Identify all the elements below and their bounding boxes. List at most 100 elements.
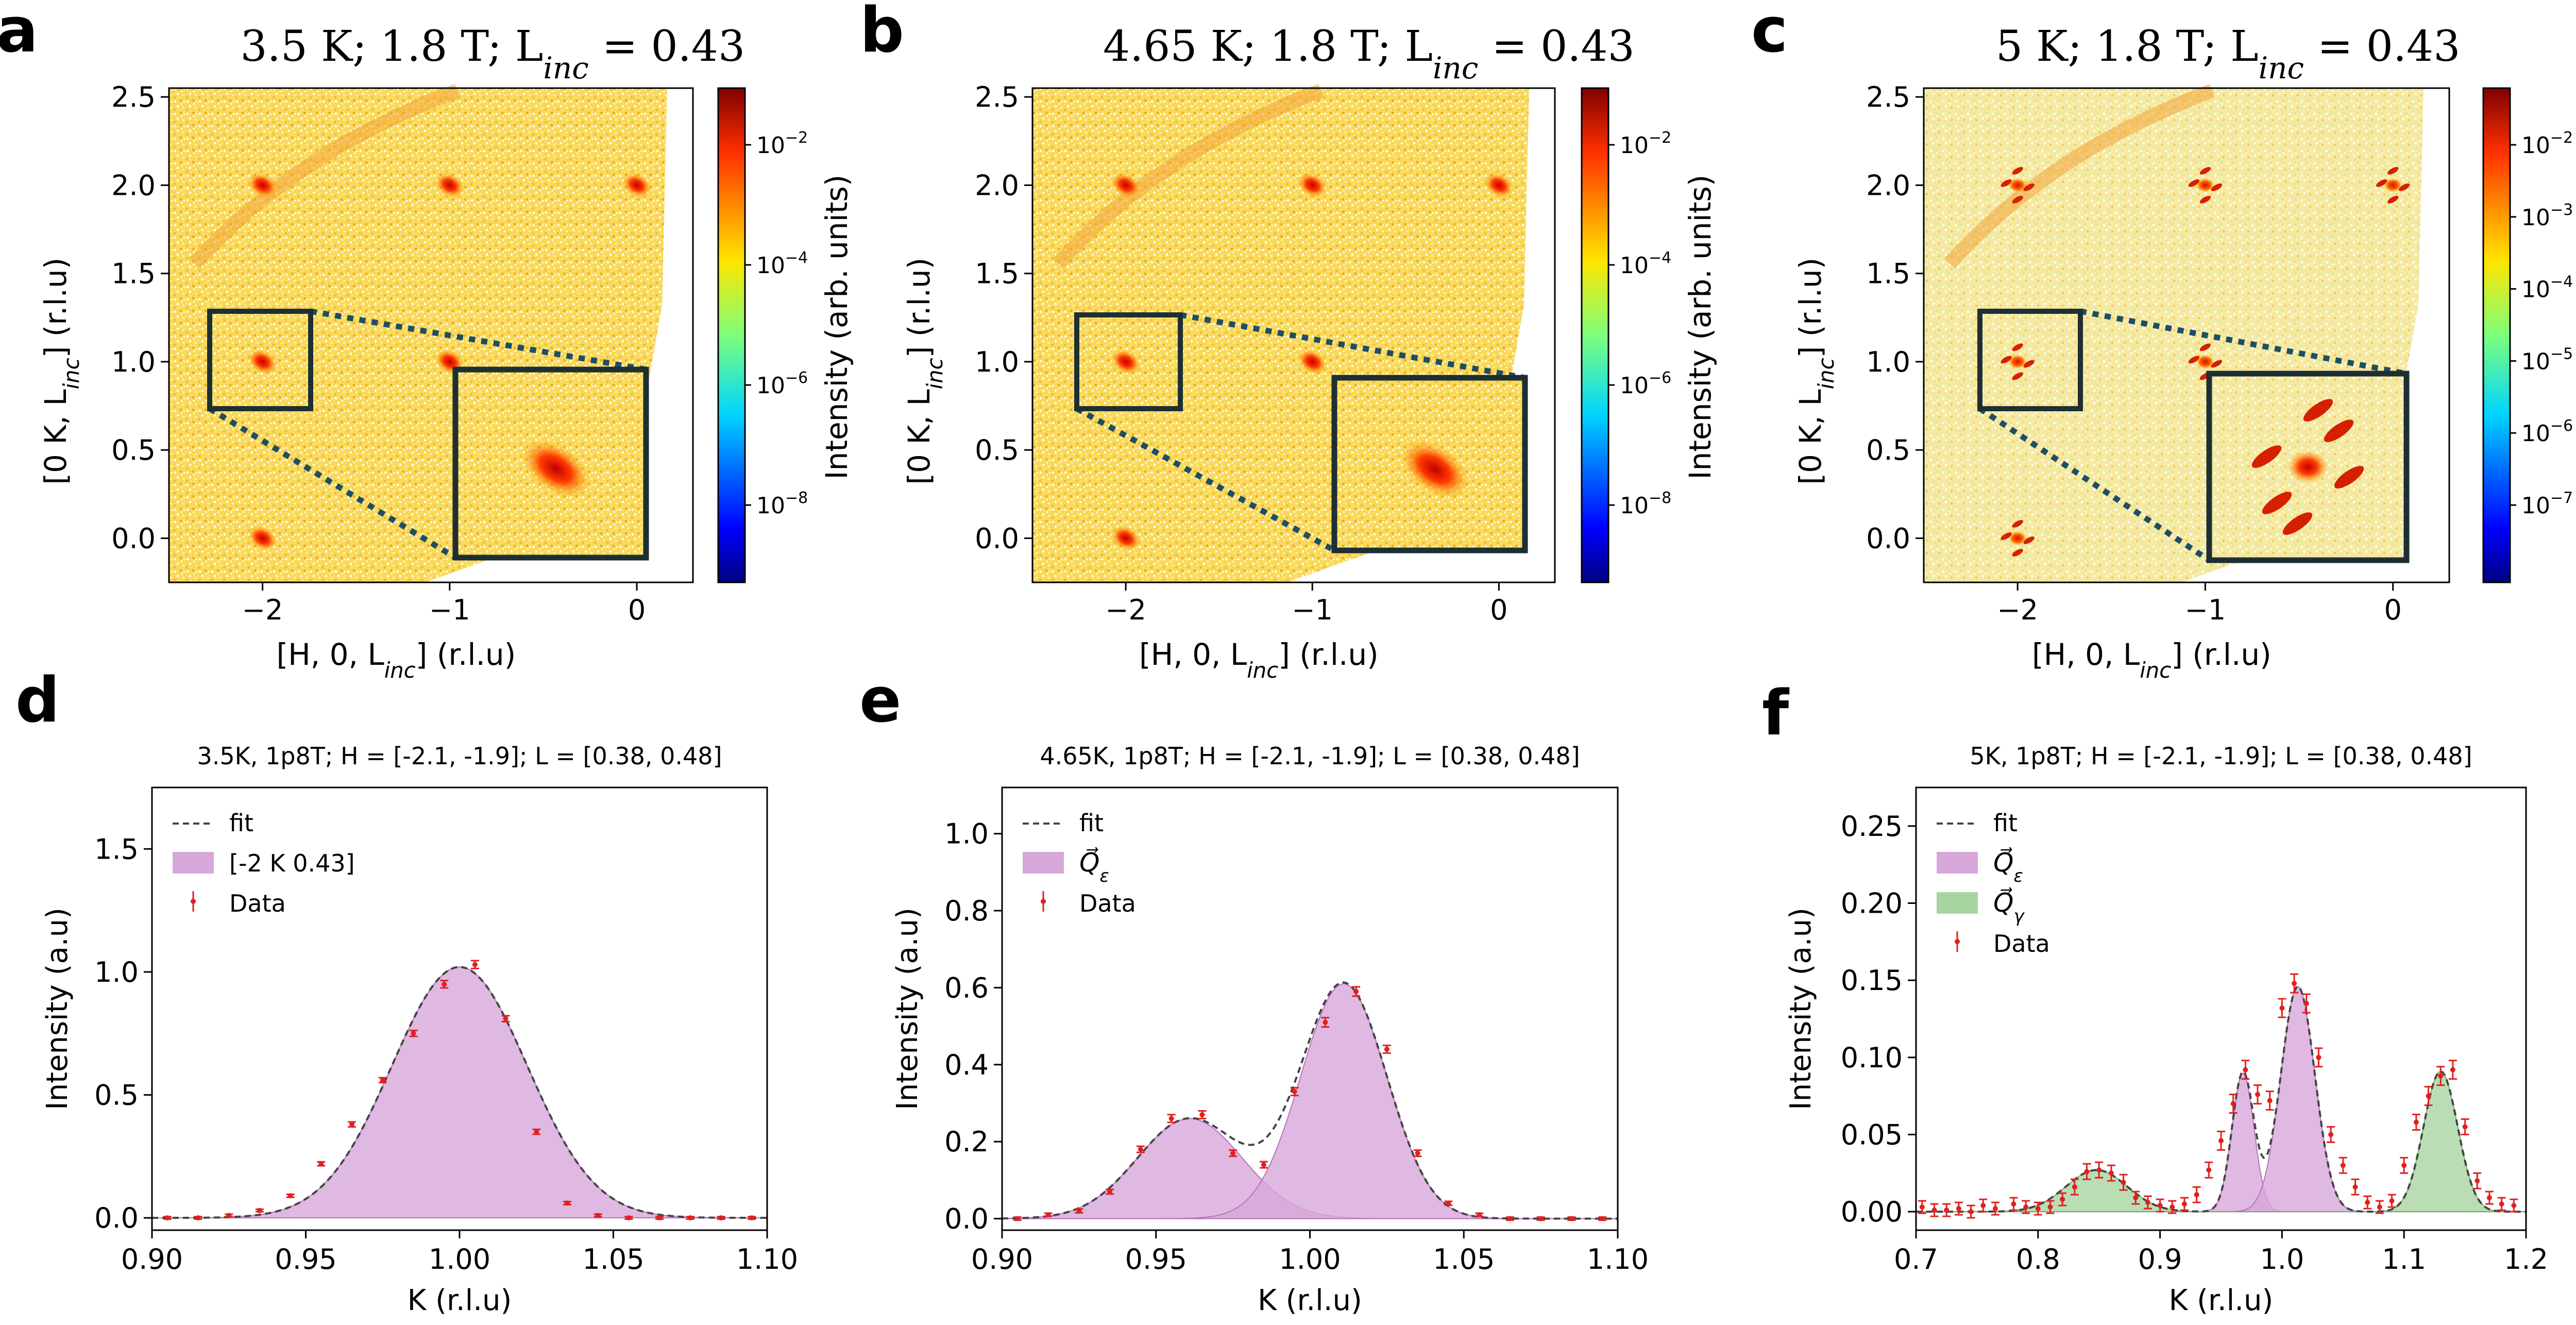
data-point [1919, 1204, 1925, 1210]
y-tick-label: 1.5 [1866, 258, 1910, 290]
bragg-peak [1111, 173, 1141, 198]
bragg-peak [1484, 173, 1514, 198]
colorbar-label: Intensity (arb. units) [819, 175, 854, 480]
legend-data-dot [1955, 939, 1960, 944]
data-point [2377, 1204, 2382, 1210]
legend-label: Q⃗ε [1079, 847, 1109, 886]
y-tick-label: 0.20 [1841, 887, 1903, 919]
satellite-peak [2012, 548, 2023, 557]
data-point [1992, 1206, 1998, 1212]
x-tick-label: 0.9 [2138, 1243, 2182, 1276]
data-point [1107, 1189, 1113, 1195]
colorbar-tick-label: 10−5 [2521, 345, 2573, 375]
y-tick-label: 1.0 [111, 346, 156, 378]
legend-swatch [1937, 852, 1978, 874]
panel-letter: b [860, 0, 904, 66]
x-tick-label: 0.95 [1125, 1243, 1187, 1276]
data-point [2352, 1184, 2358, 1190]
satellite-peak [2199, 343, 2211, 351]
satellite-peak [2012, 519, 2023, 528]
x-axis-label: K (r.l.u) [2169, 1284, 2274, 1317]
x-tick-label: 0 [628, 594, 646, 626]
y-tick-label: 0.5 [111, 434, 156, 466]
colorbar-tick-label: 10−4 [756, 249, 808, 279]
map-panel-b: −2 −1 0 0.0 0.5 1.0 1.5 2.0 2.5 [H, 0, Linc] (r.l… [860, 0, 1718, 683]
data-point [1600, 1216, 1605, 1221]
zoom-box [1977, 309, 2083, 411]
zoom-connector [2079, 308, 2408, 377]
y-tick-label: 2.0 [1866, 169, 1910, 202]
inset-satellite [2334, 466, 2364, 489]
colorbar [717, 87, 746, 583]
inset-frame [1331, 375, 1528, 554]
y-tick-label: 1.0 [975, 346, 1019, 378]
colorbar-tick-label: 10−6 [1620, 369, 1671, 399]
bragg-peak [248, 526, 277, 551]
zoom-connector [1978, 406, 2211, 563]
legend: fit [-2 K 0.43] Data [173, 809, 355, 917]
data-point [287, 1193, 293, 1199]
x-tick-label: 0 [2384, 594, 2402, 626]
data-point [2303, 1001, 2309, 1007]
y-tick-label: 0.5 [1866, 434, 1910, 466]
map-panel-c: −2 −1 0 0.0 0.5 1.0 1.5 2.0 2.5 [H, 0, Linc] (r.l… [1751, 0, 2573, 683]
y-tick-label: 0.0 [94, 1202, 139, 1234]
colorbar-tick-label: 10−4 [2521, 273, 2573, 303]
powder-ring [1944, 83, 2215, 269]
satellite-peak [2188, 179, 2200, 187]
data-point [2401, 1163, 2407, 1168]
zoom-box [207, 309, 313, 411]
legend-label: [-2 K 0.43] [229, 849, 355, 877]
y-tick-label: 1.0 [944, 818, 989, 850]
powder-ring [189, 83, 460, 269]
data-point [2170, 1204, 2175, 1210]
data-point [2499, 1201, 2504, 1207]
y-tick-label: 0.8 [944, 895, 989, 927]
data-point [1956, 1206, 1961, 1212]
inset-satellite [2262, 492, 2292, 514]
data-point [2426, 1093, 2431, 1099]
panel-letter: a [0, 0, 38, 66]
satellite-peak [2001, 179, 2012, 187]
x-tick-label: −1 [2185, 594, 2226, 626]
x-axis-label: [H, 0, Linc] (r.l.u) [277, 637, 516, 683]
data-point [2243, 1067, 2248, 1072]
x-tick-label: 1.05 [582, 1243, 644, 1276]
x-tick-label: 0.7 [1894, 1243, 1938, 1276]
y-tick-label: 1.5 [975, 258, 1019, 290]
data-point [2023, 1204, 2029, 1210]
inset-peak [521, 439, 590, 498]
inset-satellite [2282, 512, 2313, 535]
zoom-box [1074, 312, 1183, 411]
satellite-peak [2012, 166, 2023, 175]
data-point [1230, 1150, 1236, 1156]
colorbar [2482, 87, 2511, 583]
data-point [2230, 1101, 2236, 1106]
y-tick-label: 0.25 [1841, 810, 1903, 843]
data-point [2328, 1132, 2334, 1137]
y-tick-label: 0.10 [1841, 1042, 1903, 1074]
x-axis-label: K (r.l.u) [1258, 1284, 1362, 1317]
satellite-peak [2199, 195, 2211, 204]
x-tick-label: 1.10 [736, 1243, 798, 1276]
x-tick-label: −2 [242, 594, 283, 626]
legend-label: Data [229, 890, 286, 917]
data-point [1477, 1212, 1482, 1218]
plot-title: 4.65K, 1p8T; H = [-2.1, -1.9]; L = [0.38… [1040, 742, 1580, 770]
data-point [164, 1215, 170, 1221]
data-point [2047, 1204, 2053, 1210]
satellite-peak [2188, 356, 2200, 364]
y-tick-label: 1.0 [94, 956, 139, 988]
data-point [1507, 1216, 1513, 1221]
x-tick-label: 0 [1490, 594, 1507, 626]
bragg-peak [2008, 178, 2027, 193]
zoom-connector [1180, 312, 1526, 381]
y-tick-label: 0.4 [944, 1049, 989, 1081]
x-tick-label: −2 [1997, 594, 2038, 626]
x-tick-label: 1.10 [1587, 1243, 1649, 1276]
data-point [749, 1215, 755, 1221]
data-point [2060, 1197, 2065, 1202]
data-point [2096, 1167, 2102, 1173]
bragg-peak [1111, 349, 1141, 375]
